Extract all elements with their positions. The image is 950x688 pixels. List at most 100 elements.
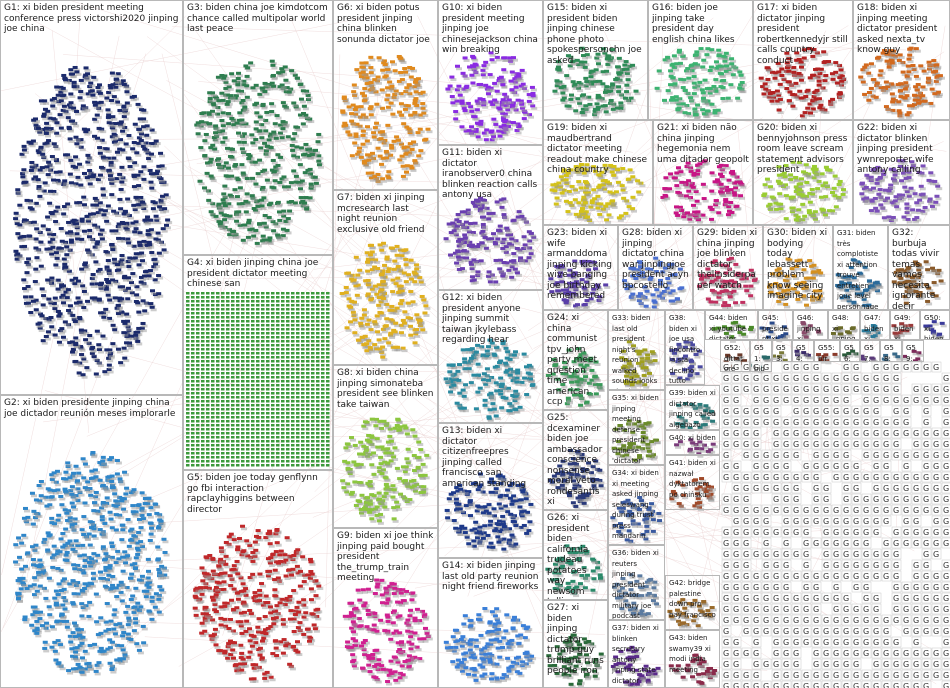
node-shadow bbox=[131, 274, 138, 278]
node bbox=[28, 295, 34, 299]
node bbox=[102, 209, 108, 213]
node-shadow bbox=[73, 124, 80, 128]
node-shadow bbox=[133, 125, 140, 129]
edge bbox=[649, 37, 664, 322]
node bbox=[61, 257, 67, 261]
node-shadow bbox=[64, 243, 71, 247]
edge bbox=[355, 166, 777, 488]
node-shadow bbox=[98, 235, 105, 239]
node bbox=[105, 293, 111, 297]
node bbox=[133, 220, 139, 224]
node-shadow bbox=[103, 211, 110, 215]
node bbox=[156, 251, 162, 255]
node bbox=[149, 251, 155, 255]
node bbox=[120, 79, 126, 83]
node-shadow bbox=[119, 312, 126, 316]
node bbox=[47, 116, 53, 120]
node-shadow bbox=[87, 344, 94, 348]
node bbox=[129, 291, 135, 295]
node bbox=[49, 98, 55, 102]
edge bbox=[161, 53, 260, 445]
node-shadow bbox=[124, 144, 131, 148]
node-shadow bbox=[130, 293, 137, 297]
node-shadow bbox=[118, 301, 125, 305]
node-shadow bbox=[96, 213, 103, 217]
node bbox=[73, 155, 79, 159]
node bbox=[75, 175, 81, 179]
node bbox=[31, 177, 37, 181]
node bbox=[121, 115, 127, 119]
node bbox=[94, 203, 100, 207]
node bbox=[125, 297, 131, 301]
edge bbox=[71, 295, 627, 532]
edge bbox=[593, 211, 723, 521]
edge bbox=[292, 79, 834, 634]
node bbox=[86, 219, 92, 223]
node-shadow bbox=[101, 196, 108, 200]
node-shadow bbox=[83, 331, 90, 335]
node-shadow bbox=[38, 233, 45, 237]
node bbox=[127, 165, 133, 169]
node-shadow bbox=[114, 142, 121, 146]
node-shadow bbox=[98, 85, 105, 89]
node bbox=[104, 278, 110, 282]
node-shadow bbox=[50, 100, 57, 104]
node bbox=[67, 172, 73, 176]
node bbox=[151, 265, 157, 269]
node-shadow bbox=[105, 222, 112, 226]
node bbox=[55, 309, 61, 313]
node bbox=[151, 141, 157, 145]
node-shadow bbox=[132, 143, 139, 147]
node-shadow bbox=[142, 127, 149, 131]
node bbox=[20, 175, 26, 179]
node-shadow bbox=[99, 313, 106, 317]
node bbox=[137, 240, 143, 244]
edge bbox=[414, 525, 739, 589]
node bbox=[106, 367, 112, 371]
node bbox=[140, 259, 146, 263]
node bbox=[85, 128, 91, 132]
edge bbox=[43, 399, 214, 423]
node bbox=[145, 215, 151, 219]
node-shadow bbox=[41, 226, 48, 230]
node bbox=[23, 295, 29, 299]
node-shadow bbox=[96, 103, 103, 107]
node bbox=[77, 201, 83, 205]
node bbox=[40, 224, 46, 228]
node bbox=[58, 99, 64, 103]
node bbox=[105, 259, 111, 263]
node bbox=[110, 83, 116, 87]
node-shadow bbox=[142, 209, 149, 213]
edge bbox=[583, 353, 699, 477]
node-shadow bbox=[143, 272, 150, 276]
node bbox=[55, 93, 61, 97]
node-shadow bbox=[30, 210, 37, 214]
edge bbox=[31, 118, 718, 519]
node-shadow bbox=[35, 258, 42, 262]
node-shadow bbox=[39, 150, 46, 154]
node-shadow bbox=[125, 230, 132, 234]
node-shadow bbox=[134, 222, 141, 226]
node-shadow bbox=[126, 262, 133, 266]
node-shadow bbox=[91, 206, 98, 210]
node bbox=[117, 299, 123, 303]
edge bbox=[300, 412, 545, 438]
node bbox=[118, 361, 124, 365]
node-shadow bbox=[48, 119, 55, 123]
node bbox=[125, 260, 131, 264]
node bbox=[48, 316, 54, 320]
node-shadow bbox=[155, 221, 162, 225]
node bbox=[145, 229, 151, 233]
node bbox=[78, 90, 84, 94]
node-shadow bbox=[119, 363, 126, 367]
node-shadow bbox=[106, 261, 113, 265]
node bbox=[82, 329, 88, 333]
node-shadow bbox=[106, 296, 113, 300]
node-shadow bbox=[128, 346, 135, 350]
node-shadow bbox=[84, 68, 91, 72]
node bbox=[69, 278, 75, 282]
node bbox=[14, 257, 20, 261]
node-shadow bbox=[111, 326, 118, 330]
node-shadow bbox=[115, 179, 122, 183]
node-shadow bbox=[23, 289, 30, 293]
